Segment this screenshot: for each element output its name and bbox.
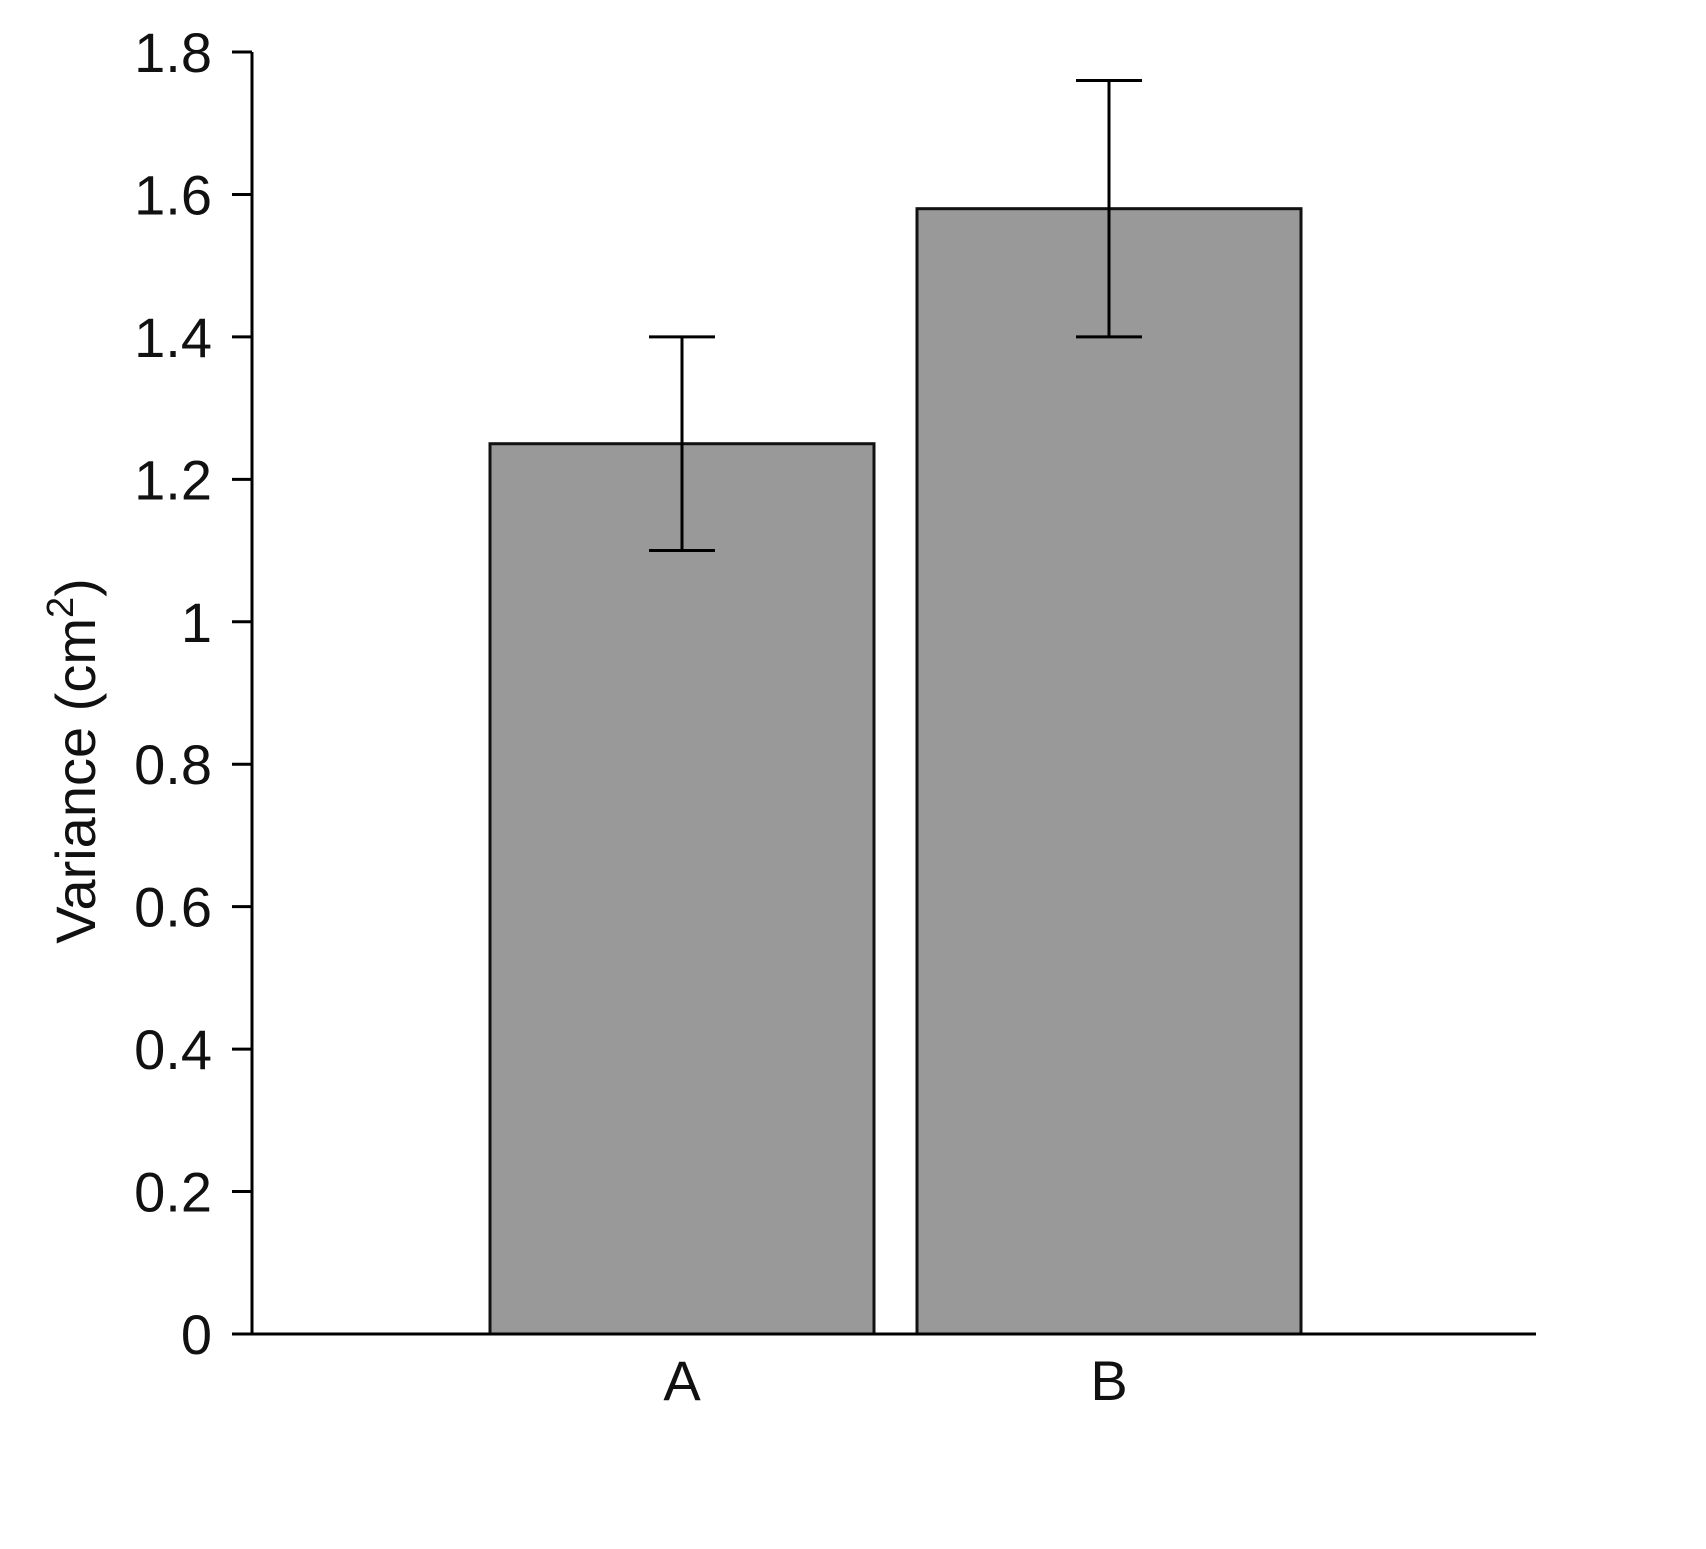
plot-area — [488, 78, 1303, 1336]
y-axis: 0 0.2 0.4 0.6 0.8 1 1.2 1.4 1.6 1.8 — [134, 21, 254, 1366]
x-tick-label: B — [1090, 1349, 1127, 1412]
y-axis-title: Variance (cm2) — [40, 578, 107, 944]
error-bar-b — [1076, 78, 1142, 339]
error-bar-a — [649, 335, 715, 553]
y-tick-label: 1.2 — [134, 448, 212, 511]
bar-a — [488, 442, 876, 1336]
y-tick-label: 1.6 — [134, 163, 212, 226]
bar-b — [915, 207, 1303, 1336]
y-tick-label: 0.4 — [134, 1018, 212, 1081]
y-tick-label: 1.8 — [134, 21, 212, 84]
y-tick-label: 0.2 — [134, 1161, 212, 1224]
y-tick-label: 0 — [181, 1303, 212, 1366]
y-tick-label: 0.8 — [134, 733, 212, 796]
x-tick-label: A — [663, 1349, 701, 1412]
y-tick-label: 1 — [181, 591, 212, 654]
y-tick-label: 1.4 — [134, 306, 212, 369]
y-tick-label: 0.6 — [134, 876, 212, 939]
